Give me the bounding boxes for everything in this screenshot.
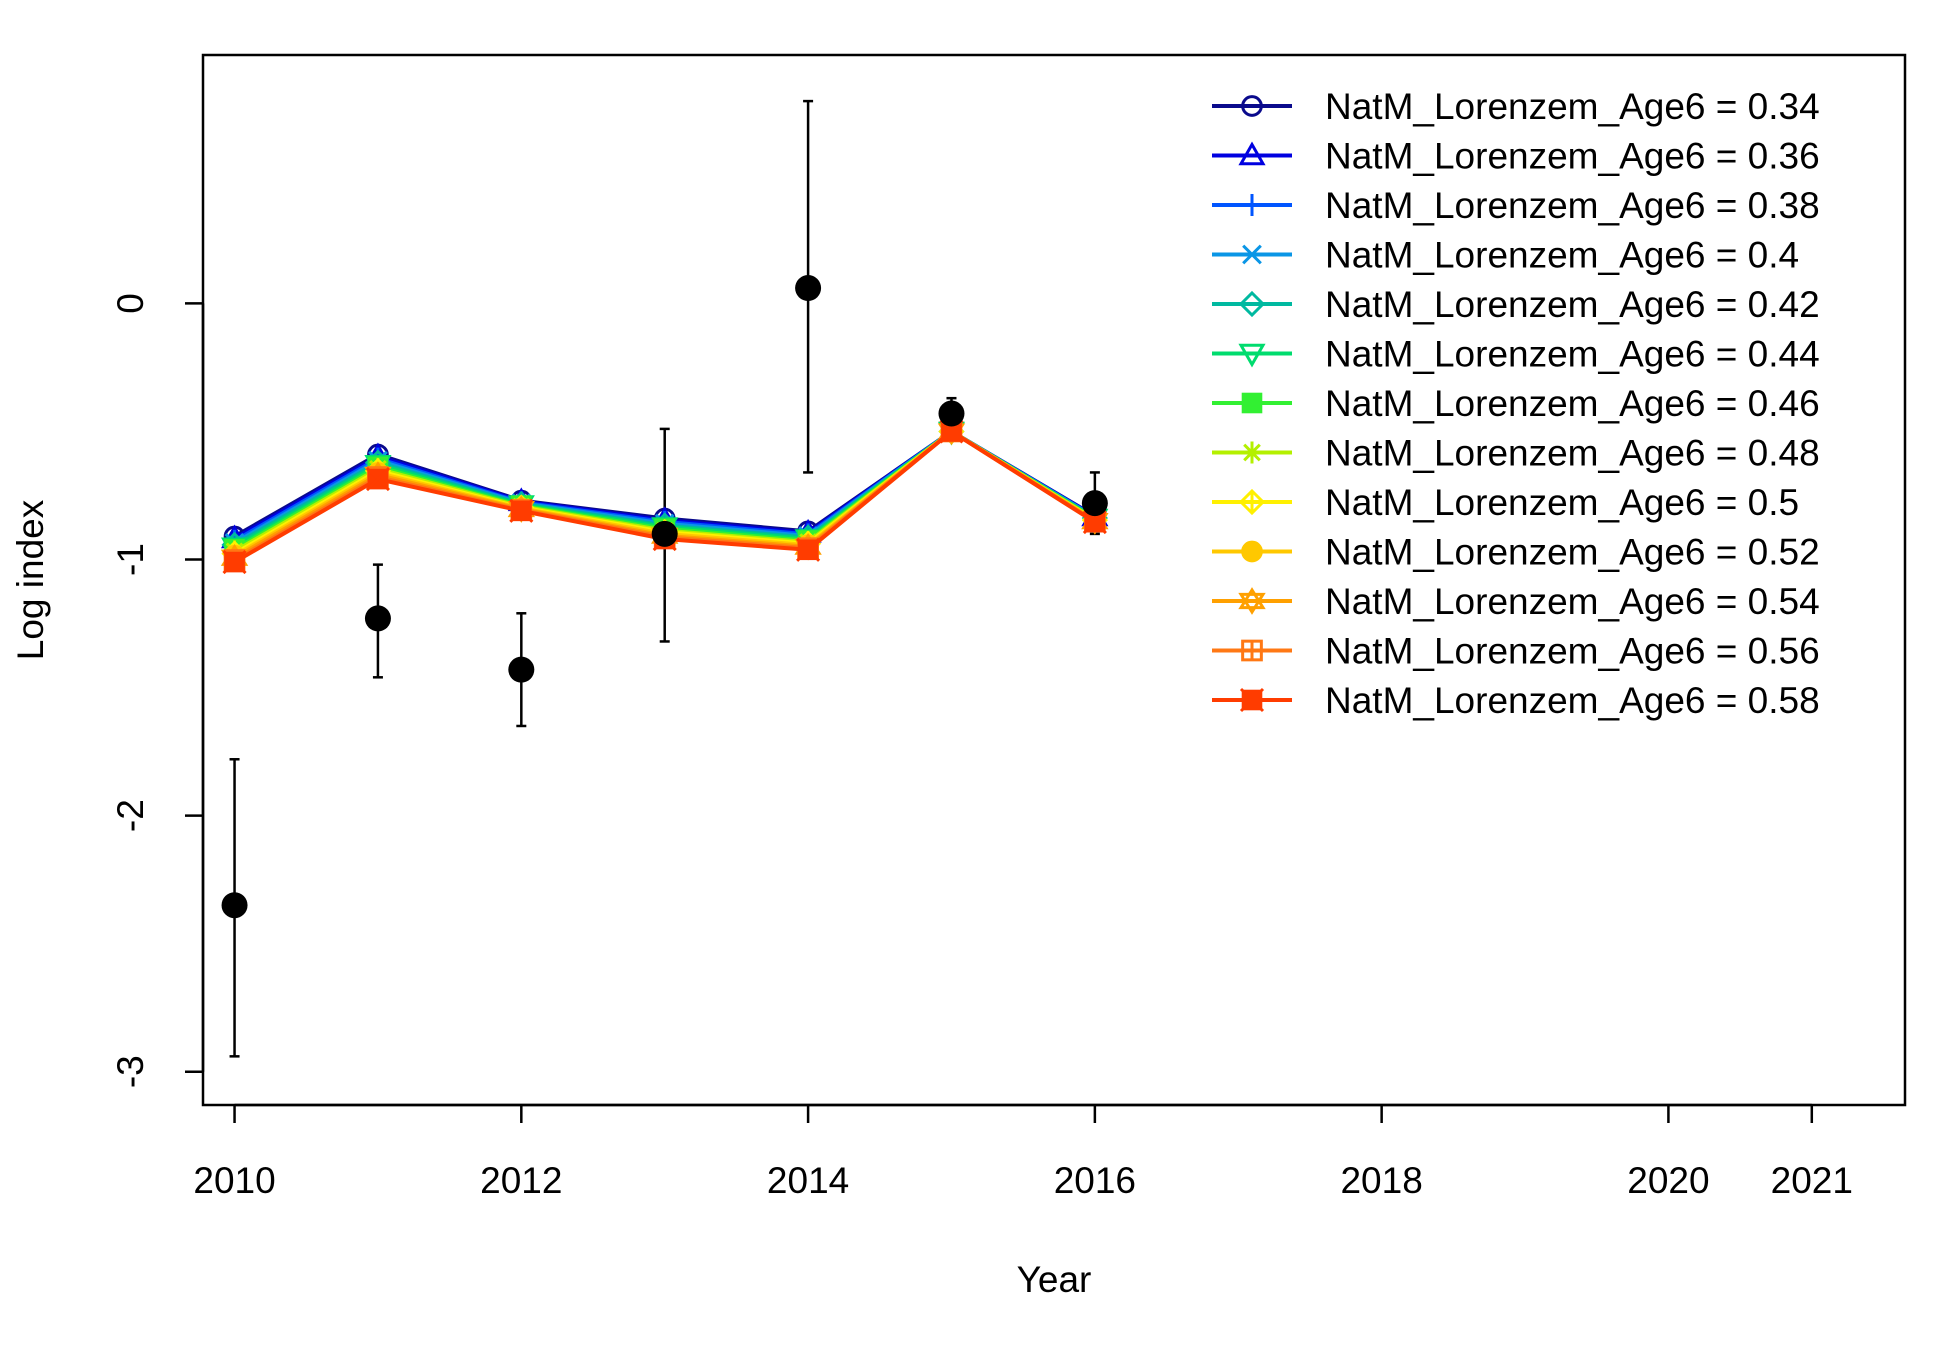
legend-item: NatM_Lorenzem_Age6 = 0.46 — [1212, 383, 1820, 424]
marker-shape — [222, 550, 247, 575]
x-tick-label: 2021 — [1771, 1160, 1853, 1201]
legend-item: NatM_Lorenzem_Age6 = 0.5 — [1212, 482, 1799, 523]
x-tick-label: 2014 — [767, 1160, 849, 1201]
legend-label: NatM_Lorenzem_Age6 = 0.38 — [1325, 185, 1820, 226]
legend-item: NatM_Lorenzem_Age6 = 0.58 — [1212, 680, 1820, 721]
x-axis: 2010 2012 2014 2016 2018 2020 2021 — [193, 1103, 1853, 1201]
marker-shape — [1241, 95, 1263, 117]
legend-label: NatM_Lorenzem_Age6 = 0.46 — [1325, 383, 1820, 424]
legend-label: NatM_Lorenzem_Age6 = 0.34 — [1325, 86, 1820, 127]
observed-point — [651, 520, 678, 547]
legend-item: NatM_Lorenzem_Age6 = 0.44 — [1212, 334, 1820, 375]
marker-shape — [1238, 343, 1266, 368]
legend-label: NatM_Lorenzem_Age6 = 0.4 — [1325, 235, 1799, 276]
series-point — [796, 537, 821, 562]
y-tick-label: -3 — [110, 1055, 151, 1088]
series-point — [365, 467, 390, 492]
legend-swatch-marker — [1238, 488, 1266, 516]
legend-item: NatM_Lorenzem_Age6 = 0.52 — [1212, 532, 1820, 573]
legend: NatM_Lorenzem_Age6 = 0.34 NatM_Lorenzem_A… — [1212, 86, 1820, 721]
y-axis-label: Log index — [10, 499, 51, 660]
legend-label: NatM_Lorenzem_Age6 = 0.54 — [1325, 581, 1820, 622]
y-tick-label: -1 — [110, 543, 151, 576]
legend-label: NatM_Lorenzem_Age6 = 0.44 — [1325, 334, 1820, 375]
y-tick-label: 0 — [110, 293, 151, 314]
series-point — [222, 550, 247, 575]
legend-swatch-marker — [1241, 441, 1263, 464]
legend-label: NatM_Lorenzem_Age6 = 0.36 — [1325, 136, 1820, 177]
legend-item: NatM_Lorenzem_Age6 = 0.36 — [1212, 136, 1820, 177]
x-tick-label: 2010 — [193, 1160, 275, 1201]
legend-swatch-marker — [1238, 587, 1266, 615]
legend-swatch-marker — [1238, 343, 1266, 368]
marker-shape — [1239, 687, 1265, 713]
legend-swatch-marker — [1241, 392, 1263, 414]
legend-item: NatM_Lorenzem_Age6 = 0.42 — [1212, 284, 1820, 325]
observed-point — [364, 605, 391, 632]
observed-point — [795, 275, 822, 302]
marker-shape — [365, 467, 390, 492]
observed-point — [1081, 490, 1108, 517]
y-axis: 0 -1 -2 -3 — [110, 293, 205, 1088]
legend-item: NatM_Lorenzem_Age6 = 0.38 — [1212, 185, 1820, 226]
marker-shape — [1242, 244, 1262, 265]
marker-shape — [1238, 141, 1266, 166]
legend-swatch-marker — [1241, 540, 1263, 563]
legend-item: NatM_Lorenzem_Age6 = 0.34 — [1212, 86, 1820, 127]
legend-swatch-marker — [1238, 141, 1266, 166]
x-tick-label: 2018 — [1340, 1160, 1422, 1201]
legend-swatch-marker — [1241, 639, 1263, 662]
series-point — [1082, 510, 1107, 535]
legend-swatch-marker — [1241, 194, 1263, 216]
x-tick-label: 2020 — [1627, 1160, 1709, 1201]
series-point — [509, 498, 534, 523]
observed-point — [938, 400, 965, 427]
y-tick-label: -2 — [110, 799, 151, 832]
legend-swatch-marker — [1238, 290, 1266, 318]
marker-shape — [1241, 392, 1263, 414]
observed-point — [508, 656, 535, 683]
x-axis-label: Year — [1017, 1259, 1092, 1300]
marker-shape — [1238, 587, 1266, 610]
marker-shape — [1238, 290, 1266, 318]
legend-item: NatM_Lorenzem_Age6 = 0.56 — [1212, 631, 1820, 672]
legend-label: NatM_Lorenzem_Age6 = 0.5 — [1325, 482, 1799, 523]
x-tick-label: 2012 — [480, 1160, 562, 1201]
legend-item: NatM_Lorenzem_Age6 = 0.48 — [1212, 433, 1820, 474]
legend-label: NatM_Lorenzem_Age6 = 0.52 — [1325, 532, 1820, 573]
x-tick-label: 2016 — [1054, 1160, 1136, 1201]
marker-shape — [1241, 540, 1263, 563]
legend-label: NatM_Lorenzem_Age6 = 0.58 — [1325, 680, 1820, 721]
legend-label: NatM_Lorenzem_Age6 = 0.48 — [1325, 433, 1820, 474]
marker-shape — [1243, 443, 1261, 462]
legend-swatch-marker — [1239, 687, 1265, 713]
legend-swatch-marker — [1241, 95, 1263, 117]
marker-shape — [796, 537, 821, 562]
legend-item: NatM_Lorenzem_Age6 = 0.54 — [1212, 581, 1820, 622]
legend-label: NatM_Lorenzem_Age6 = 0.56 — [1325, 631, 1820, 672]
legend-swatch-marker — [1242, 244, 1262, 265]
marker-shape — [1082, 510, 1107, 535]
legend-item: NatM_Lorenzem_Age6 = 0.4 — [1212, 235, 1799, 276]
observed-points — [221, 275, 1108, 919]
legend-label: NatM_Lorenzem_Age6 = 0.42 — [1325, 284, 1820, 325]
observed-point — [221, 892, 248, 919]
marker-shape — [1238, 592, 1266, 615]
marker-shape — [509, 498, 534, 523]
